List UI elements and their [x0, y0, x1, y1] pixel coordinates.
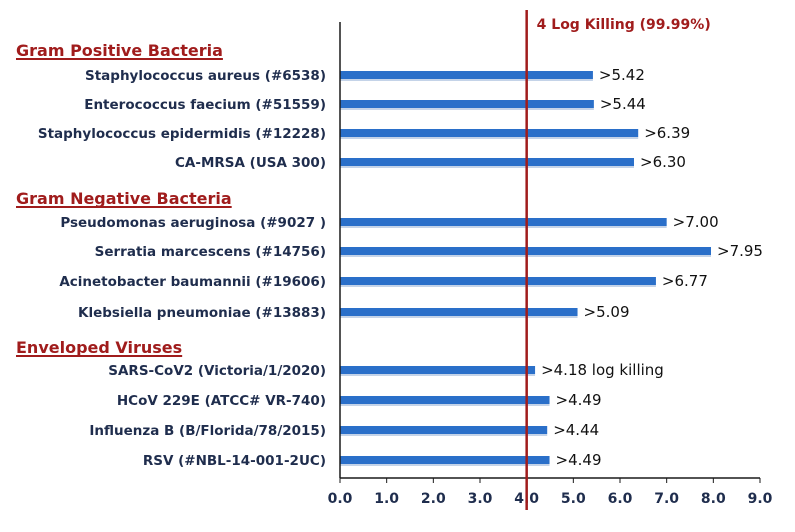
x-tick-label: 1.0 — [374, 491, 399, 507]
bar — [340, 308, 578, 316]
bar — [340, 366, 536, 374]
bar — [340, 426, 548, 434]
category-label: RSV (#NBL-14-001-2UC) — [143, 453, 326, 469]
data-label: >4.18 log killing — [541, 361, 664, 379]
data-label: >5.44 — [600, 95, 646, 113]
x-tick-label: 9.0 — [748, 491, 773, 507]
data-label: >7.00 — [673, 213, 719, 231]
category-label: Influenza B (B/Florida/78/2015) — [89, 423, 326, 439]
data-label: >7.95 — [717, 242, 763, 260]
bar-shadow — [340, 137, 639, 139]
category-label: Staphylococcus aureus (#6538) — [85, 68, 326, 84]
bar-shadow — [340, 316, 578, 318]
group-label: Gram Positive Bacteria — [16, 41, 223, 60]
category-label: Enterococcus faecium (#51559) — [84, 97, 326, 113]
category-label: Pseudomonas aeruginosa (#9027 ) — [60, 215, 326, 231]
category-label: Staphylococcus epidermidis (#12228) — [38, 126, 326, 142]
category-label: CA-MRSA (USA 300) — [175, 155, 326, 171]
bar — [340, 456, 550, 464]
x-tick-label: 8.0 — [701, 491, 726, 507]
bar — [340, 100, 594, 108]
x-tick-label: 0.0 — [328, 491, 353, 507]
bar-shadow — [340, 79, 593, 81]
reference-line-label: 4 Log Killing (99.99%) — [537, 17, 711, 33]
bar-shadow — [340, 464, 550, 466]
category-label: HCoV 229E (ATCC# VR-740) — [117, 393, 326, 409]
category-label: Serratia marcescens (#14756) — [95, 244, 326, 260]
data-label: >6.30 — [640, 153, 686, 171]
data-label: >6.39 — [644, 124, 690, 142]
x-tick-label: 6.0 — [608, 491, 633, 507]
category-label: Acinetobacter baumannii (#19606) — [59, 274, 326, 290]
data-label: >4.49 — [556, 391, 602, 409]
bar-shadow — [340, 374, 536, 376]
x-tick-label: 3.0 — [468, 491, 493, 507]
bar — [340, 71, 593, 79]
bar-shadow — [340, 404, 550, 406]
data-label: >4.49 — [556, 451, 602, 469]
bar — [340, 218, 667, 226]
x-tick-label: 2.0 — [421, 491, 446, 507]
group-label: Gram Negative Bacteria — [16, 189, 232, 208]
category-label: SARS-CoV2 (Victoria/1/2020) — [108, 363, 326, 379]
data-label: >5.42 — [599, 66, 645, 84]
bar-shadow — [340, 108, 594, 110]
data-label: >5.09 — [584, 303, 630, 321]
bar — [340, 396, 550, 404]
bar — [340, 129, 639, 137]
group-label: Enveloped Viruses — [16, 338, 182, 357]
bar-shadow — [340, 166, 634, 168]
bar — [340, 277, 656, 285]
bar-shadow — [340, 434, 548, 436]
category-label: Klebsiella pneumoniae (#13883) — [78, 305, 326, 321]
bar-shadow — [340, 226, 667, 228]
x-tick-label: 7.0 — [654, 491, 679, 507]
x-tick-label: 5.0 — [561, 491, 586, 507]
data-label: >6.77 — [662, 272, 708, 290]
bar-shadow — [340, 285, 656, 287]
bar — [340, 158, 634, 166]
data-label: >4.44 — [553, 421, 599, 439]
